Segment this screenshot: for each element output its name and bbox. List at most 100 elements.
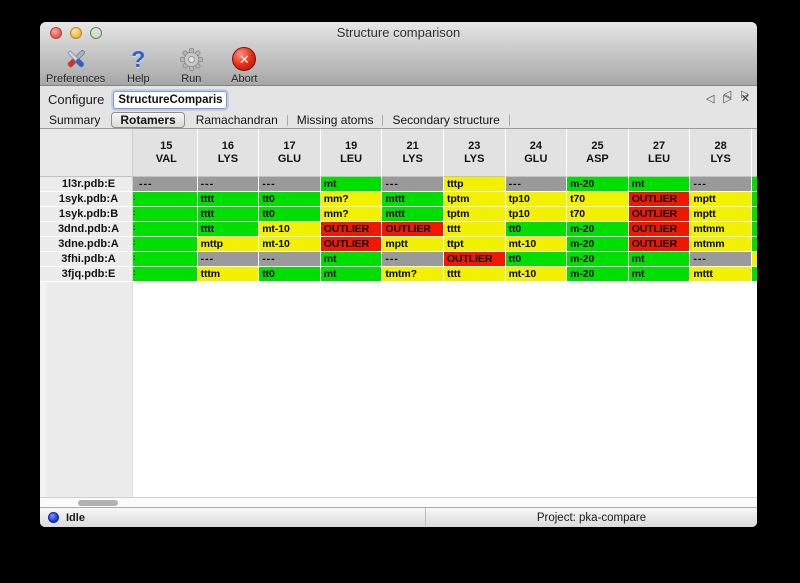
- next-config-icon[interactable]: ▷: [723, 93, 732, 105]
- rotamer-cell[interactable]: tptm: [443, 207, 506, 222]
- tab-missing-atoms[interactable]: Missing atoms: [296, 113, 374, 127]
- column-header-15[interactable]: 15 VAL: [136, 129, 198, 177]
- rotamer-cell[interactable]: [136, 267, 198, 282]
- abort-button[interactable]: ✕ Abort: [224, 46, 264, 85]
- rotamer-cell[interactable]: tttm: [197, 267, 260, 282]
- rotamer-cell[interactable]: [136, 252, 198, 267]
- tab-summary[interactable]: Summary: [49, 113, 101, 127]
- column-header-25[interactable]: 25 ASP: [567, 129, 629, 177]
- rotamer-cell[interactable]: tttp: [443, 177, 506, 192]
- rotamer-cell[interactable]: mt: [320, 177, 383, 192]
- rotamer-cell[interactable]: OUTLIER: [628, 192, 691, 207]
- rotamer-cell[interactable]: m-20: [567, 252, 629, 267]
- rotamer-cell[interactable]: mm?: [320, 207, 383, 222]
- column-header-17[interactable]: 17 GLU: [259, 129, 321, 177]
- rotamer-cell[interactable]: tt0: [505, 222, 568, 237]
- rotamer-cell[interactable]: mt: [628, 177, 691, 192]
- rotamer-cell[interactable]: mt: [320, 252, 383, 267]
- rotamer-cell[interactable]: mt: [320, 267, 383, 282]
- rotamer-cell[interactable]: t70: [567, 207, 629, 222]
- title-bar[interactable]: Structure comparison: [40, 22, 757, 44]
- rotamer-cell[interactable]: OUTLIER: [628, 222, 691, 237]
- tab-rotamers[interactable]: Rotamers: [111, 112, 185, 128]
- rotamer-cell[interactable]: mttt: [382, 207, 444, 222]
- rotamer-cell[interactable]: tmtm?: [382, 267, 444, 282]
- rotamer-cell[interactable]: OUTLIER: [320, 222, 383, 237]
- rotamer-cell[interactable]: ---: [382, 252, 444, 267]
- rotamer-cell[interactable]: [136, 237, 198, 252]
- tab-ramachandran[interactable]: Ramachandran: [195, 113, 278, 127]
- rotamer-cell[interactable]: mtmm: [690, 222, 752, 237]
- rotamer-cell[interactable]: mptt: [690, 192, 752, 207]
- rotamer-cell[interactable]: [136, 222, 198, 237]
- rotamer-cell[interactable]: tp10: [505, 207, 568, 222]
- tab-scroll-left-icon[interactable]: ◁: [723, 89, 732, 100]
- rotamer-cell[interactable]: mt: [628, 267, 691, 282]
- rotamer-cell[interactable]: mt: [628, 252, 691, 267]
- rotamer-cell[interactable]: ---: [136, 177, 198, 192]
- rotamer-cell[interactable]: mttt: [690, 267, 752, 282]
- rotamer-cell[interactable]: tttt: [197, 207, 260, 222]
- rotamer-cell[interactable]: OUTLIER: [382, 222, 444, 237]
- rotamer-cell[interactable]: tt0: [259, 207, 321, 222]
- row-label[interactable]: 3dnd.pdb:A: [40, 222, 133, 237]
- column-header-16[interactable]: 16 LYS: [197, 129, 260, 177]
- preferences-button[interactable]: Preferences: [46, 46, 105, 85]
- rotamer-cell[interactable]: ---: [259, 177, 321, 192]
- rotamer-cell[interactable]: tt0: [259, 192, 321, 207]
- rotamer-cell[interactable]: tp10: [505, 192, 568, 207]
- rotamer-cell[interactable]: OUTLIER: [628, 237, 691, 252]
- rotamer-cell[interactable]: ---: [197, 177, 260, 192]
- rotamer-cell[interactable]: m-20: [567, 177, 629, 192]
- row-label[interactable]: 1l3r.pdb:E: [40, 177, 133, 192]
- run-button[interactable]: Run: [171, 46, 211, 85]
- rotamer-cell[interactable]: ttpt: [443, 237, 506, 252]
- row-label[interactable]: 3fjq.pdb:E: [40, 267, 133, 282]
- rotamer-cell[interactable]: tttt: [197, 192, 260, 207]
- rotamer-cell[interactable]: mptt: [690, 207, 752, 222]
- rotamer-cell[interactable]: tt0: [505, 252, 568, 267]
- row-label[interactable]: 1syk.pdb:B: [40, 207, 133, 222]
- rotamer-cell[interactable]: mptt: [382, 237, 444, 252]
- rotamer-cell[interactable]: m-20: [567, 237, 629, 252]
- rotamer-cell[interactable]: tttt: [197, 222, 260, 237]
- rotamer-cell[interactable]: ---: [505, 177, 568, 192]
- rotamer-cell[interactable]: mt-10: [259, 222, 321, 237]
- column-header-27[interactable]: 27 LEU: [628, 129, 691, 177]
- rotamer-cell[interactable]: mttt: [382, 192, 444, 207]
- rotamer-cell[interactable]: ---: [259, 252, 321, 267]
- rotamer-cell[interactable]: ---: [197, 252, 260, 267]
- column-header-21[interactable]: 21 LYS: [382, 129, 444, 177]
- row-label[interactable]: 3fhi.pdb:A: [40, 252, 133, 267]
- help-button[interactable]: ? Help: [118, 46, 158, 86]
- row-label[interactable]: 1syk.pdb:A: [40, 192, 133, 207]
- close-window-button[interactable]: [50, 27, 62, 39]
- rotamer-cell[interactable]: tptm: [443, 192, 506, 207]
- rotamer-cell[interactable]: ---: [690, 252, 752, 267]
- column-header-24[interactable]: 24 GLU: [505, 129, 568, 177]
- rotamer-cell[interactable]: m-20: [567, 267, 629, 282]
- tab-scroll-right-icon[interactable]: ▷: [741, 89, 749, 100]
- zoom-window-button[interactable]: [90, 27, 102, 39]
- rotamer-cell[interactable]: t70: [567, 192, 629, 207]
- rotamer-cell[interactable]: tttt: [443, 267, 506, 282]
- column-header-19[interactable]: 19 LEU: [320, 129, 383, 177]
- rotamer-cell[interactable]: m-20: [567, 222, 629, 237]
- tab-secondary-structure[interactable]: Secondary structure: [392, 113, 500, 127]
- rotamer-cell[interactable]: OUTLIER: [320, 237, 383, 252]
- rotamer-cell[interactable]: OUTLIER: [628, 207, 691, 222]
- column-header-28[interactable]: 28 LYS: [690, 129, 752, 177]
- rotamer-cell[interactable]: mttp: [197, 237, 260, 252]
- rotamer-cell[interactable]: mm?: [320, 192, 383, 207]
- rotamer-cell[interactable]: mtmm: [690, 237, 752, 252]
- minimize-window-button[interactable]: [70, 27, 82, 39]
- prev-config-icon[interactable]: ◁: [705, 93, 715, 105]
- rotamer-cell[interactable]: [136, 192, 198, 207]
- rotamer-cell[interactable]: ---: [382, 177, 444, 192]
- rotamer-cell[interactable]: tttt: [443, 222, 506, 237]
- rotamer-cell[interactable]: OUTLIER: [443, 252, 506, 267]
- rotamer-cell[interactable]: tt0: [259, 267, 321, 282]
- horizontal-scrollbar-thumb[interactable]: [78, 500, 118, 506]
- row-label[interactable]: 3dne.pdb:A: [40, 237, 133, 252]
- rotamer-cell[interactable]: mt-10: [259, 237, 321, 252]
